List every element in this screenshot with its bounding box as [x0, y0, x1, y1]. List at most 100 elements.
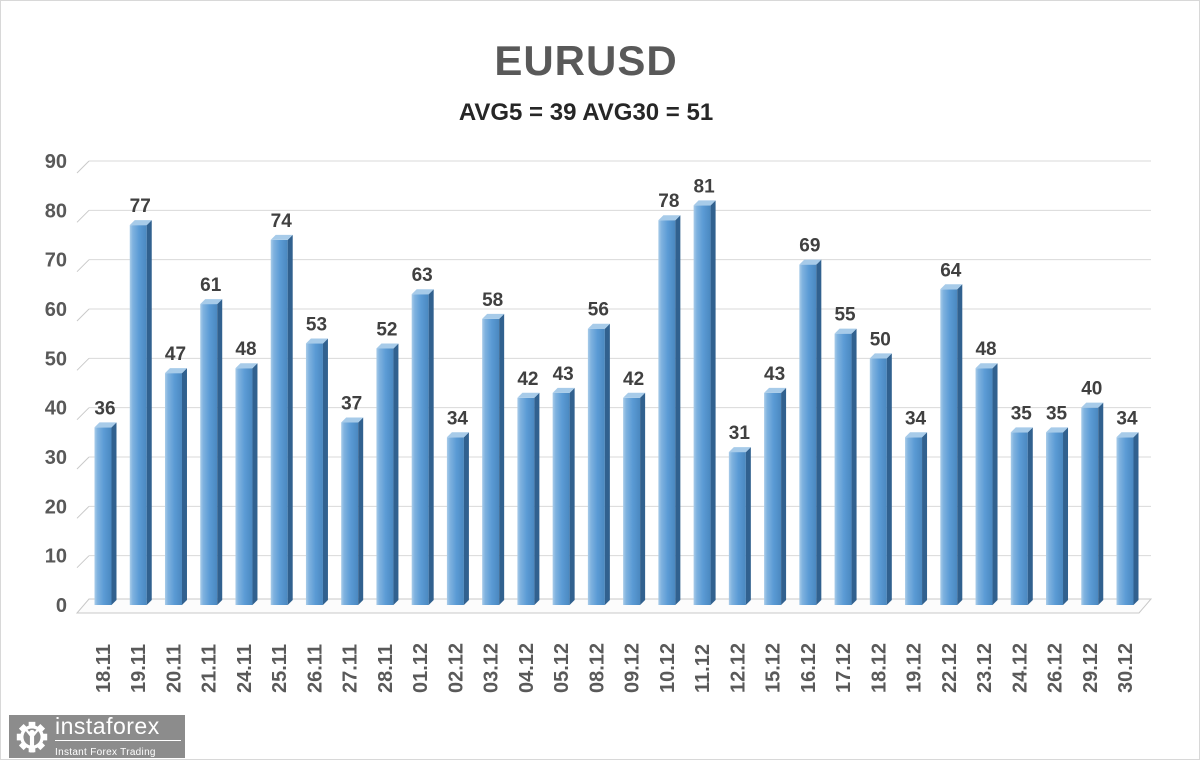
x-axis-label: 25.11 — [269, 644, 291, 693]
bar-side — [886, 353, 892, 605]
x-axis-label: 16.12 — [798, 643, 820, 693]
bar-top — [270, 234, 293, 240]
bar-front — [411, 294, 429, 605]
bar-15.12 — [764, 387, 787, 605]
bar-front — [799, 264, 817, 605]
bar-top — [623, 392, 646, 398]
bar-value-label: 31 — [729, 423, 751, 444]
bar-top — [799, 259, 822, 265]
x-axis-label: 28.11 — [375, 644, 397, 693]
bar-top — [940, 284, 963, 290]
bar-side — [569, 387, 575, 605]
bar-side — [1098, 402, 1104, 605]
y-axis-label: 10 — [45, 546, 67, 568]
bar-front — [693, 205, 711, 605]
grid-tick — [76, 160, 90, 174]
x-axis-label: 29.12 — [1080, 643, 1102, 693]
bar-value-label: 34 — [905, 408, 927, 429]
bar-front — [1046, 432, 1064, 605]
bar-side — [534, 392, 540, 605]
bar-05.12 — [552, 387, 575, 605]
bar-front — [587, 328, 605, 605]
bar-top — [94, 422, 117, 428]
bar-01.12 — [411, 289, 434, 605]
bar-30.12 — [1116, 432, 1139, 605]
bar-front — [1010, 432, 1028, 605]
bar-side — [992, 363, 998, 605]
bar-side — [217, 299, 223, 605]
chart-title: EURUSD — [494, 37, 678, 84]
bar-value-label: 55 — [834, 305, 856, 326]
bar-side — [1027, 427, 1033, 605]
bar-side — [252, 363, 258, 605]
bar-side — [640, 392, 646, 605]
bar-top — [446, 432, 469, 438]
bar-front — [94, 427, 112, 605]
x-axis-label: 09.12 — [622, 643, 644, 693]
bar-front — [482, 318, 500, 605]
x-axis-label: 03.12 — [481, 643, 503, 693]
bar-front — [658, 220, 676, 605]
bar-top — [728, 447, 751, 453]
bar-side — [322, 338, 328, 605]
bar-front — [905, 437, 923, 605]
bar-value-label: 40 — [1081, 379, 1102, 400]
bar-value-label: 43 — [553, 364, 574, 385]
y-axis-label: 0 — [56, 595, 67, 617]
bar-23.12 — [975, 363, 998, 605]
bar-top — [341, 417, 364, 423]
bar-top — [587, 323, 610, 329]
bar-value-label: 58 — [482, 290, 503, 311]
bar-value-label: 43 — [764, 364, 785, 385]
bar-side — [428, 289, 434, 605]
bar-03.12 — [482, 313, 505, 605]
bar-top — [1116, 432, 1139, 438]
bar-top — [1081, 402, 1104, 408]
bar-side — [781, 387, 787, 605]
bar-side — [463, 432, 469, 605]
bar-value-label: 52 — [376, 319, 397, 340]
gear-tooth — [28, 721, 36, 728]
bar-10.12 — [658, 215, 681, 605]
x-axis-label: 12.12 — [727, 643, 749, 693]
y-axis-label: 90 — [45, 151, 67, 173]
x-axis-label: 10.12 — [657, 643, 679, 693]
bar-value-label: 64 — [940, 260, 962, 281]
bar-front — [376, 348, 394, 605]
bar-top — [411, 289, 434, 295]
bar-front — [305, 343, 323, 605]
x-axis-label: 01.12 — [410, 643, 432, 693]
bar-value-label: 42 — [517, 369, 538, 390]
bar-front — [341, 422, 359, 605]
bar-side — [111, 422, 117, 605]
bar-09.12 — [623, 392, 646, 605]
bar-19.12 — [905, 432, 928, 605]
x-axis-label: 24.11 — [234, 644, 256, 693]
bars — [94, 200, 1139, 605]
x-axis-label: 24.12 — [1009, 643, 1031, 693]
bar-top — [517, 392, 540, 398]
bar-front — [1081, 407, 1099, 605]
bar-top — [834, 328, 857, 334]
bar-18.11 — [94, 422, 117, 605]
bar-side — [146, 220, 152, 605]
bar-top — [164, 368, 187, 374]
bar-top — [1010, 427, 1033, 433]
bar-side — [287, 234, 293, 605]
bar-20.11 — [164, 368, 187, 605]
bar-value-label: 36 — [94, 398, 115, 419]
bar-side — [604, 323, 610, 605]
bar-19.11 — [129, 220, 152, 605]
bar-side — [957, 284, 963, 605]
bar-12.12 — [728, 447, 751, 605]
bar-front — [552, 392, 570, 605]
x-axis-label: 26.11 — [304, 644, 326, 693]
bar-value-label: 63 — [412, 265, 433, 286]
bar-side — [851, 328, 857, 605]
bar-16.12 — [799, 259, 822, 605]
grid-tick — [76, 505, 90, 519]
bar-top — [482, 313, 505, 319]
bar-side — [499, 313, 505, 605]
